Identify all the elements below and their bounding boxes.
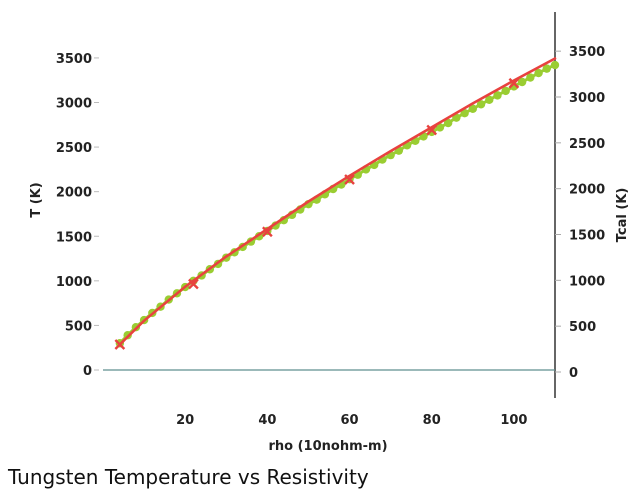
x-tick-label: 20 bbox=[176, 413, 194, 428]
left-y-tick-label: 1000 bbox=[56, 275, 92, 290]
left-y-axis: 0 500 1000 1500 2000 2500 3000 3500 bbox=[56, 52, 99, 379]
series-T-point bbox=[550, 60, 560, 70]
series-T-point bbox=[476, 100, 486, 109]
chart: 0 500 1000 1500 2000 2500 3000 3500 0 500 1000 150… bbox=[29, 12, 630, 454]
right-y-tick-label: 2500 bbox=[569, 137, 605, 152]
right-y-tick-label: 3500 bbox=[569, 45, 605, 60]
left-y-tick-label: 1500 bbox=[56, 230, 92, 245]
series-T-point bbox=[526, 73, 535, 82]
right-y-tick-label: 1000 bbox=[569, 274, 605, 289]
left-y-tick-label: 3500 bbox=[56, 52, 92, 67]
plot-area bbox=[114, 57, 560, 350]
left-y-tick-label: 2500 bbox=[56, 141, 92, 156]
left-y-tick-label: 0 bbox=[83, 364, 92, 379]
right-y-axis-label: Tcal (K) bbox=[615, 188, 630, 243]
series-Tcal-point bbox=[508, 77, 520, 89]
series-T-point bbox=[443, 118, 453, 128]
series-T-point bbox=[493, 91, 502, 100]
right-y-tick-label: 3000 bbox=[569, 91, 605, 106]
series-Tcal-point bbox=[114, 339, 126, 350]
x-tick-label: 80 bbox=[423, 413, 441, 428]
x-tick-label: 60 bbox=[340, 413, 358, 428]
right-y-axis: 0 500 1000 1500 2000 2500 3000 3500 bbox=[554, 12, 605, 398]
series-Tcal-line bbox=[118, 57, 557, 346]
series-T-point bbox=[485, 95, 494, 105]
series-Tcal-point bbox=[426, 124, 438, 136]
right-y-tick-label: 500 bbox=[569, 320, 596, 335]
series-T-point bbox=[542, 64, 551, 73]
right-y-tick-label: 0 bbox=[569, 366, 578, 381]
y-axis-label: T (K) bbox=[29, 182, 44, 217]
right-y-tick-label: 2000 bbox=[569, 183, 605, 198]
left-y-tick-label: 2000 bbox=[56, 186, 92, 201]
series-T-point bbox=[501, 86, 510, 96]
series-T-line bbox=[118, 63, 556, 345]
left-y-tick-label: 500 bbox=[65, 319, 92, 334]
x-axis: 20 40 60 80 100 bbox=[103, 369, 555, 428]
right-y-tick-label: 1500 bbox=[569, 229, 605, 244]
left-y-tick-label: 3000 bbox=[56, 97, 92, 112]
x-axis-label: rho (10nohm-m) bbox=[268, 439, 387, 454]
x-tick-label: 100 bbox=[500, 413, 527, 428]
series-T-point bbox=[435, 123, 445, 132]
chart-title: Tungsten Temperature vs Resistivity bbox=[8, 465, 369, 489]
x-tick-label: 40 bbox=[258, 413, 276, 428]
series-T-point bbox=[517, 77, 527, 87]
series-T-point bbox=[534, 68, 543, 78]
series-Tcal-point bbox=[188, 278, 199, 290]
series-Tcal-point bbox=[262, 226, 273, 238]
series-T-point bbox=[460, 109, 469, 118]
series-T-point bbox=[468, 104, 478, 113]
series-Tcal-point bbox=[344, 174, 355, 185]
